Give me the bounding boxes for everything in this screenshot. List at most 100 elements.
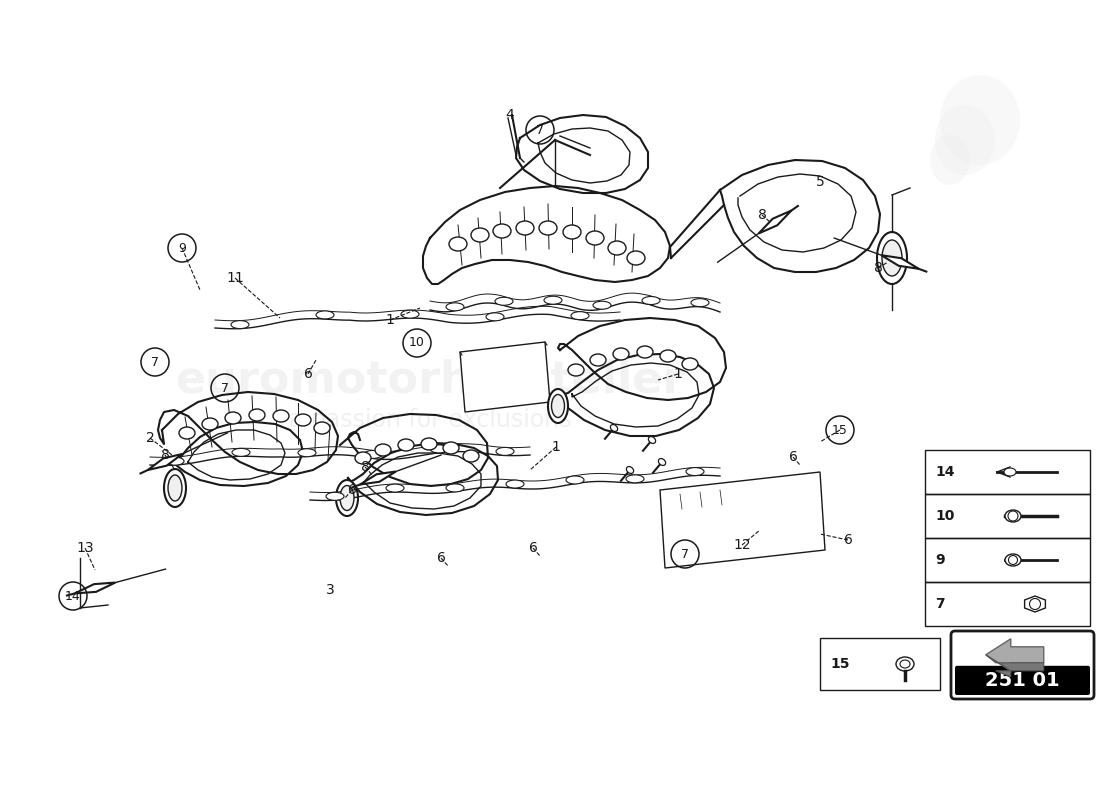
Ellipse shape — [298, 449, 316, 457]
Ellipse shape — [493, 224, 512, 238]
Text: 1: 1 — [386, 313, 395, 327]
Text: 6: 6 — [348, 483, 356, 497]
FancyBboxPatch shape — [952, 631, 1094, 699]
Polygon shape — [759, 210, 791, 234]
Bar — [925, 450, 1090, 494]
Ellipse shape — [446, 484, 464, 492]
Ellipse shape — [610, 425, 617, 431]
Ellipse shape — [896, 657, 914, 671]
Text: 8: 8 — [873, 261, 882, 275]
Ellipse shape — [571, 312, 588, 320]
Text: 7: 7 — [681, 547, 689, 561]
Ellipse shape — [486, 313, 504, 321]
Ellipse shape — [626, 466, 634, 474]
Ellipse shape — [682, 358, 698, 370]
Ellipse shape — [882, 240, 902, 276]
Ellipse shape — [231, 321, 249, 329]
Bar — [925, 582, 1090, 626]
Ellipse shape — [1004, 468, 1016, 476]
Text: 12: 12 — [734, 538, 751, 552]
Ellipse shape — [627, 251, 645, 265]
Ellipse shape — [648, 437, 656, 443]
Text: 5: 5 — [815, 175, 824, 189]
Text: 251 01: 251 01 — [986, 671, 1059, 690]
Polygon shape — [660, 472, 825, 568]
Text: 7: 7 — [221, 382, 229, 394]
Text: 14: 14 — [935, 465, 955, 479]
Text: 1: 1 — [673, 367, 682, 381]
Text: 7: 7 — [151, 355, 160, 369]
Ellipse shape — [626, 475, 644, 483]
Text: 7: 7 — [935, 597, 945, 611]
Polygon shape — [986, 638, 1044, 670]
Text: 15: 15 — [830, 657, 849, 671]
Ellipse shape — [563, 225, 581, 239]
Ellipse shape — [340, 486, 354, 510]
Ellipse shape — [316, 311, 334, 319]
Polygon shape — [460, 342, 550, 412]
Text: 10: 10 — [935, 509, 955, 523]
Ellipse shape — [386, 484, 404, 492]
Bar — [820, 638, 940, 690]
Ellipse shape — [935, 105, 996, 175]
Text: 14: 14 — [65, 590, 81, 602]
FancyBboxPatch shape — [955, 666, 1090, 695]
Ellipse shape — [495, 298, 513, 306]
Text: 9: 9 — [935, 553, 945, 567]
Ellipse shape — [166, 457, 184, 465]
Ellipse shape — [463, 450, 478, 462]
Text: 10: 10 — [409, 337, 425, 350]
Text: 2: 2 — [145, 431, 154, 445]
Text: 13: 13 — [76, 541, 94, 555]
Ellipse shape — [659, 458, 666, 466]
Ellipse shape — [421, 438, 437, 450]
Ellipse shape — [590, 354, 606, 366]
Text: 1: 1 — [551, 440, 560, 454]
Ellipse shape — [449, 237, 468, 251]
Polygon shape — [881, 255, 918, 269]
Ellipse shape — [544, 296, 562, 304]
Ellipse shape — [637, 346, 653, 358]
Ellipse shape — [613, 348, 629, 360]
Ellipse shape — [471, 228, 490, 242]
Text: 6: 6 — [437, 551, 446, 565]
Ellipse shape — [940, 75, 1020, 165]
Ellipse shape — [164, 469, 186, 507]
Ellipse shape — [202, 418, 218, 430]
Text: 11: 11 — [227, 271, 244, 285]
Ellipse shape — [336, 480, 358, 516]
Ellipse shape — [593, 302, 611, 310]
Ellipse shape — [430, 445, 448, 453]
Text: 7: 7 — [536, 123, 544, 137]
Ellipse shape — [295, 414, 311, 426]
Ellipse shape — [516, 221, 534, 235]
Ellipse shape — [539, 221, 557, 235]
Text: 6: 6 — [304, 367, 312, 381]
Ellipse shape — [568, 364, 584, 376]
Polygon shape — [147, 454, 183, 470]
Text: 8: 8 — [361, 460, 370, 474]
Bar — [925, 494, 1090, 538]
Ellipse shape — [686, 467, 704, 475]
Ellipse shape — [375, 444, 390, 456]
Ellipse shape — [402, 310, 419, 318]
Ellipse shape — [443, 442, 459, 454]
Ellipse shape — [642, 297, 660, 305]
Ellipse shape — [398, 439, 414, 451]
Ellipse shape — [548, 389, 568, 423]
Text: 6: 6 — [844, 533, 852, 547]
Ellipse shape — [586, 231, 604, 245]
Ellipse shape — [226, 412, 241, 424]
Ellipse shape — [249, 409, 265, 421]
Ellipse shape — [326, 492, 344, 500]
Ellipse shape — [314, 422, 330, 434]
Ellipse shape — [566, 476, 584, 484]
Text: euromotorhersteller: euromotorhersteller — [175, 358, 684, 402]
Text: 8: 8 — [161, 448, 169, 462]
Text: 3: 3 — [326, 583, 334, 597]
Text: 8: 8 — [758, 208, 767, 222]
Ellipse shape — [877, 232, 908, 284]
Ellipse shape — [1005, 510, 1021, 522]
Ellipse shape — [551, 394, 564, 418]
Text: 15: 15 — [832, 423, 848, 437]
